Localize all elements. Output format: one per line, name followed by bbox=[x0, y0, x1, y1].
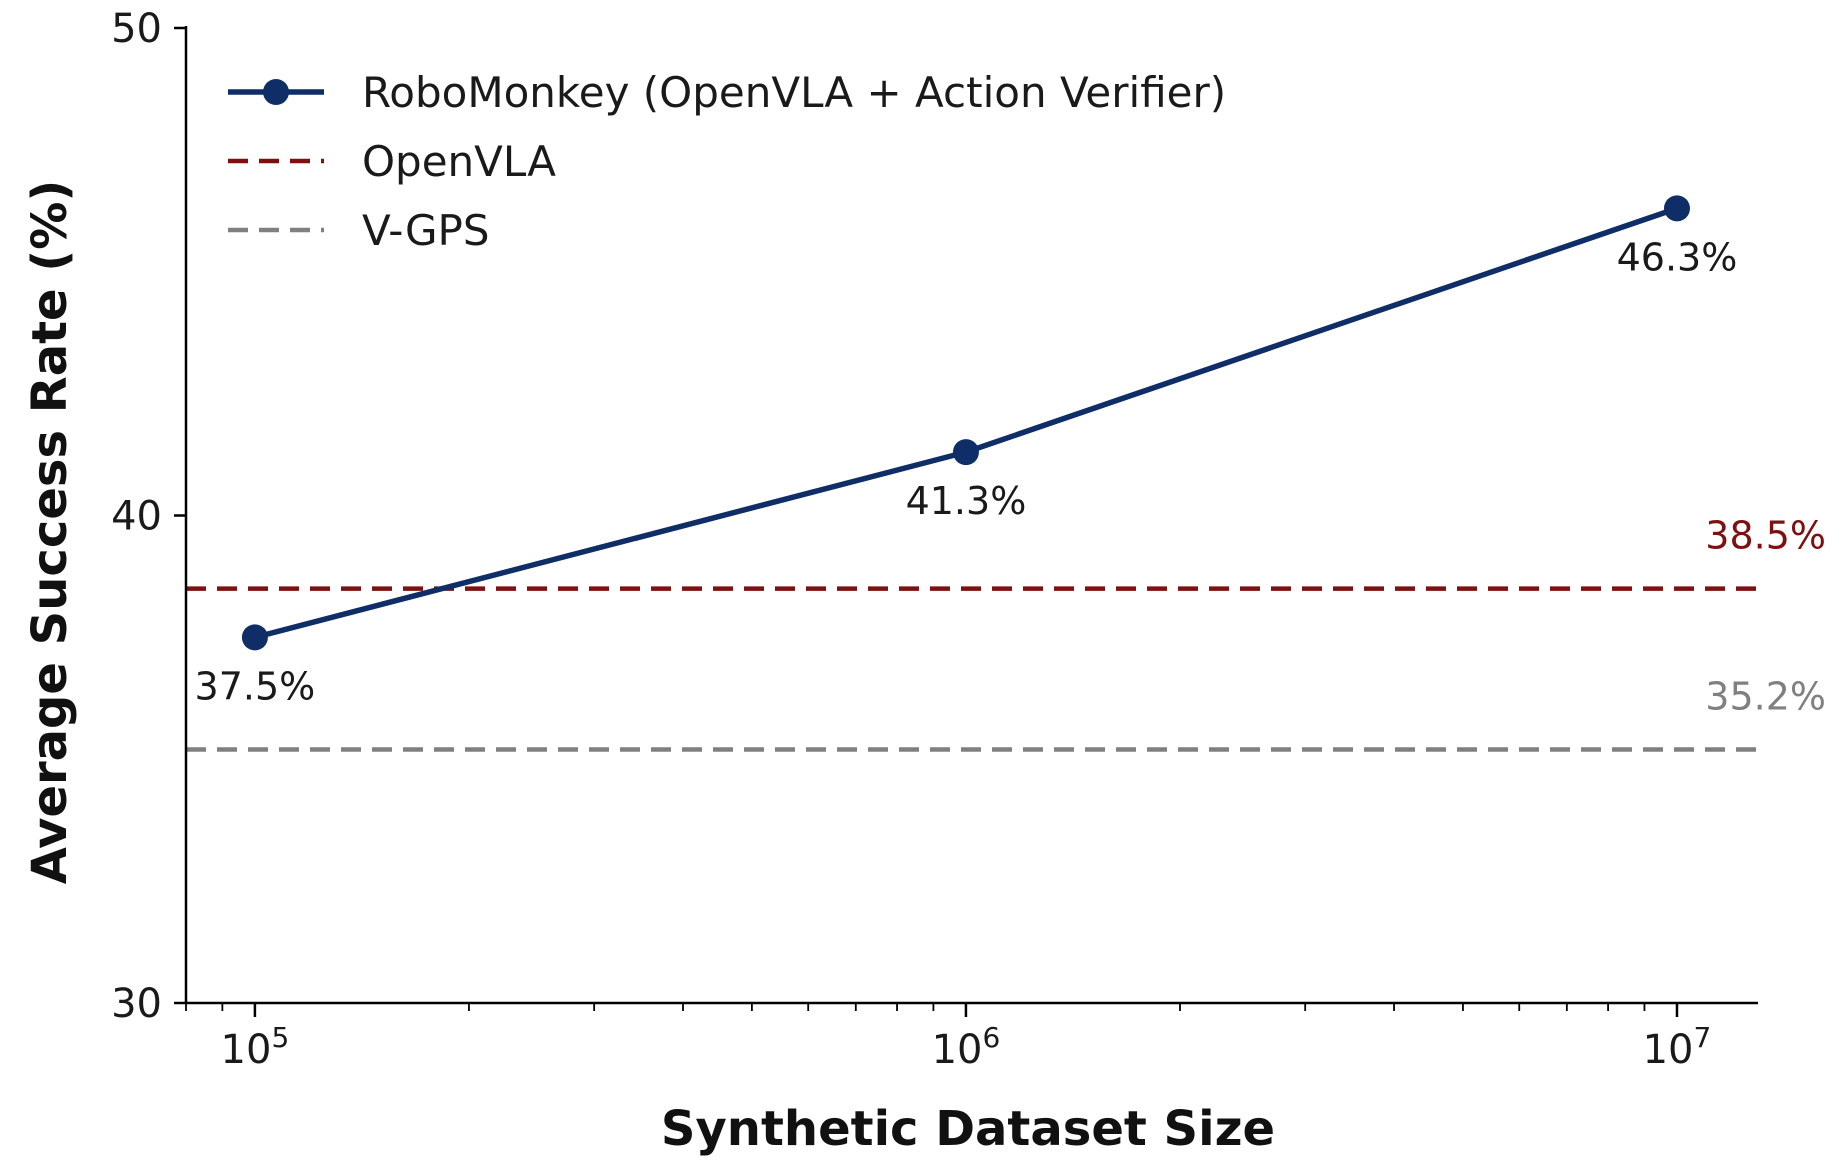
x-tick-label: 106 bbox=[932, 1021, 1001, 1073]
data-point bbox=[1663, 195, 1690, 222]
baseline-label: 38.5% bbox=[1705, 514, 1826, 558]
data-point bbox=[952, 439, 979, 466]
baselines: 38.5% 35.2% bbox=[186, 514, 1826, 752]
series: 37.5% 41.3% 46.3% bbox=[195, 195, 1738, 708]
legend-label: OpenVLA bbox=[362, 137, 556, 186]
series-line bbox=[254, 205, 1678, 641]
legend-label: RoboMonkey (OpenVLA + Action Verifier) bbox=[362, 68, 1226, 117]
y-axis-title: Average Success Rate (%) bbox=[22, 180, 78, 885]
y-tick-label: 30 bbox=[111, 981, 162, 1027]
legend-label: V-GPS bbox=[362, 206, 490, 255]
data-label: 46.3% bbox=[1617, 235, 1738, 279]
baseline-label: 35.2% bbox=[1705, 675, 1826, 719]
y-tick-label: 50 bbox=[111, 6, 162, 52]
data-label: 37.5% bbox=[195, 664, 316, 708]
x-axis-title: Synthetic Dataset Size bbox=[661, 1101, 1275, 1157]
data-label: 41.3% bbox=[906, 479, 1027, 523]
legend: RoboMonkey (OpenVLA + Action Verifier) Op… bbox=[228, 68, 1226, 255]
data-point bbox=[241, 624, 268, 651]
x-tick-label: 107 bbox=[1643, 1021, 1712, 1073]
y-tick-label: 40 bbox=[111, 494, 162, 540]
legend-marker bbox=[263, 79, 289, 105]
axes: 30 40 50 105 106 107 bbox=[111, 6, 1758, 1073]
x-tick-label: 105 bbox=[221, 1021, 290, 1073]
